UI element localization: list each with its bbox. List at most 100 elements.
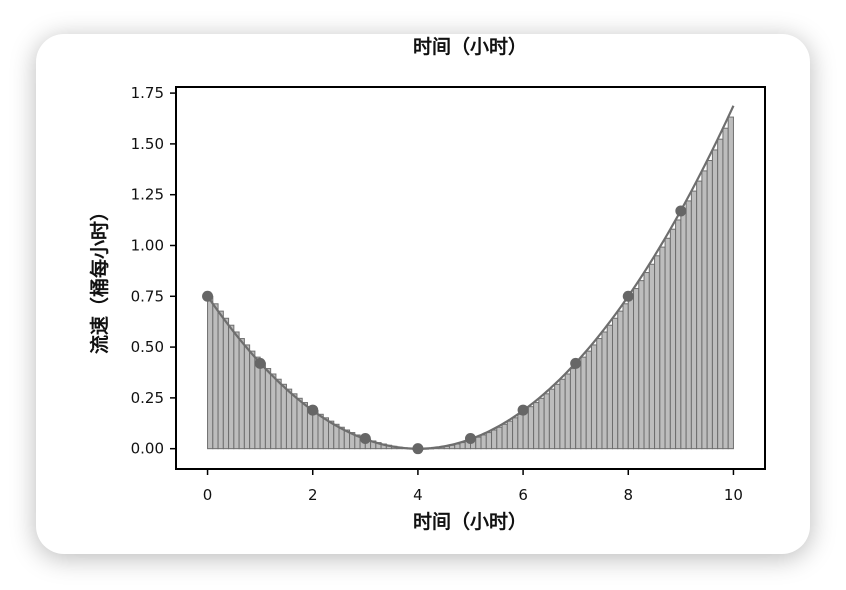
bar xyxy=(280,383,287,450)
data-point xyxy=(622,290,634,302)
y-tick-label: 1.00 xyxy=(131,236,164,254)
x-tick-label: 6 xyxy=(518,486,528,504)
bar xyxy=(475,436,482,450)
bar xyxy=(291,393,298,450)
bar xyxy=(270,373,277,450)
data-point xyxy=(202,290,214,302)
bar xyxy=(533,402,540,450)
x-axis-label: 时间（小时） xyxy=(413,510,527,533)
bar xyxy=(601,331,608,450)
bar xyxy=(217,310,224,450)
bar xyxy=(585,350,592,450)
data-point xyxy=(254,357,266,369)
bar xyxy=(301,402,308,450)
bar xyxy=(559,378,566,450)
bar xyxy=(706,160,713,450)
bar xyxy=(696,180,703,450)
bar xyxy=(485,432,493,450)
plot-frame xyxy=(175,86,766,470)
data-point xyxy=(359,433,371,445)
x-tick-label: 8 xyxy=(623,486,633,504)
bar xyxy=(522,410,529,450)
bar xyxy=(580,356,587,450)
bar xyxy=(690,190,698,450)
chart-title: 时间（小时） xyxy=(413,35,527,58)
bar xyxy=(480,434,487,450)
bar xyxy=(207,295,214,450)
bar xyxy=(228,324,235,450)
bar xyxy=(722,127,729,450)
data-point xyxy=(465,433,476,445)
bar xyxy=(296,397,303,450)
bar xyxy=(648,263,656,450)
bar xyxy=(701,170,708,450)
bar xyxy=(685,200,692,450)
bar xyxy=(664,237,671,450)
data-point xyxy=(517,404,529,416)
y-tick-label: 0.00 xyxy=(131,440,164,458)
bar xyxy=(680,210,687,450)
bar xyxy=(496,426,503,450)
data-point xyxy=(412,443,424,455)
y-tick-label: 0.50 xyxy=(131,338,164,356)
bar xyxy=(501,423,508,450)
bar xyxy=(569,368,577,450)
bar xyxy=(317,413,324,450)
bar xyxy=(617,310,624,450)
bar xyxy=(538,397,545,450)
bar xyxy=(322,417,330,450)
x-tick-label: 4 xyxy=(413,486,423,504)
bar xyxy=(312,410,319,450)
data-point xyxy=(307,404,319,416)
bar xyxy=(285,388,293,450)
bar xyxy=(527,406,535,450)
bar xyxy=(669,228,677,450)
x-tick-label: 0 xyxy=(203,486,213,504)
bar xyxy=(590,344,598,450)
bar xyxy=(233,331,240,450)
bar xyxy=(643,272,650,450)
bar xyxy=(711,149,719,450)
bar xyxy=(254,356,261,450)
bar xyxy=(633,288,640,450)
y-tick-label: 1.75 xyxy=(131,84,164,102)
bar xyxy=(275,378,282,450)
x-tick-label: 10 xyxy=(724,486,743,504)
bar xyxy=(238,338,245,450)
bar xyxy=(459,442,466,450)
bar xyxy=(596,338,603,450)
bar xyxy=(627,295,635,450)
x-tick-label: 2 xyxy=(308,486,318,504)
y-axis-label: 流速（桶每小时） xyxy=(88,202,111,354)
bar xyxy=(611,317,619,450)
bar xyxy=(659,246,666,450)
y-tick-label: 0.75 xyxy=(131,287,164,305)
y-tick-label: 1.25 xyxy=(131,186,164,204)
bar xyxy=(622,303,629,450)
bar xyxy=(727,116,734,450)
bar xyxy=(491,429,498,450)
bar xyxy=(606,324,613,450)
bar xyxy=(259,362,266,450)
bar xyxy=(575,362,582,450)
bar xyxy=(654,255,661,450)
bar xyxy=(675,219,682,450)
bar xyxy=(212,303,219,450)
data-point xyxy=(570,357,582,369)
y-tick-label: 1.50 xyxy=(131,135,164,153)
bar xyxy=(506,420,514,450)
bar xyxy=(249,350,256,450)
bar xyxy=(543,393,550,450)
bar xyxy=(328,420,335,450)
y-tick-label: 0.25 xyxy=(131,389,164,407)
bar xyxy=(638,280,645,450)
bar xyxy=(517,413,524,450)
data-point xyxy=(675,205,687,217)
bar xyxy=(512,417,519,450)
bar xyxy=(222,317,230,450)
bar xyxy=(264,368,272,450)
bar xyxy=(243,344,251,450)
bar xyxy=(548,388,556,450)
bar xyxy=(564,373,571,450)
